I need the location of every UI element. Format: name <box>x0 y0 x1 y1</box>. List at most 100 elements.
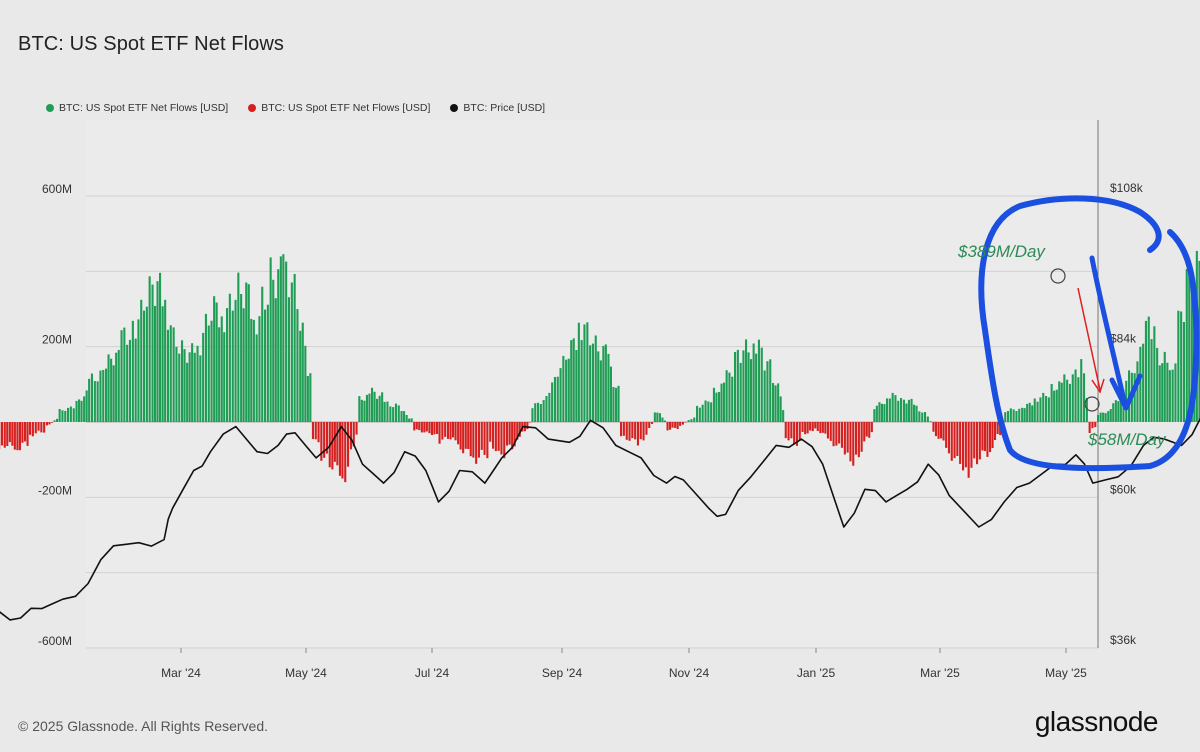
flow-bar <box>798 422 801 441</box>
flow-bar <box>821 422 824 433</box>
flow-bar <box>494 422 497 452</box>
flow-bar <box>159 272 162 422</box>
flow-bar <box>860 422 863 452</box>
flow-bar <box>373 391 376 422</box>
flow-bar <box>250 318 253 422</box>
flow-bar <box>511 422 514 450</box>
flow-bar <box>1099 412 1102 422</box>
flow-bar <box>1039 397 1042 422</box>
flow-bar <box>220 316 223 422</box>
flow-bar <box>64 410 67 422</box>
x-tick-label: Mar '25 <box>920 666 960 680</box>
flow-bar <box>145 306 148 422</box>
flow-bar <box>489 422 492 442</box>
flow-bar <box>347 422 350 467</box>
flow-bar <box>418 422 421 431</box>
flow-bar <box>218 327 221 422</box>
flow-bar <box>199 355 202 422</box>
flow-bar <box>88 378 91 422</box>
flow-bar <box>615 387 618 422</box>
flow-bar <box>819 422 822 434</box>
flow-bar <box>747 352 750 422</box>
flow-bar <box>360 399 363 422</box>
flow-bar <box>1117 401 1120 422</box>
flow-bar <box>48 422 51 425</box>
flow-bar <box>684 422 687 423</box>
y-right-tick-label: $36k <box>1110 633 1137 647</box>
flow-bar <box>769 359 772 422</box>
flow-bar <box>577 322 580 422</box>
flow-bar <box>137 319 140 422</box>
flow-bar <box>782 410 785 422</box>
flow-bar <box>1063 374 1066 422</box>
axes: 600M 200M -200M -600M $108k $84k $60k $36k Mar '… <box>38 181 1144 680</box>
flow-bar <box>1180 311 1183 422</box>
flow-bar <box>888 398 891 422</box>
flow-bar <box>648 422 651 428</box>
flow-bar <box>656 412 659 422</box>
flow-bar <box>264 309 267 422</box>
flow-bar <box>341 422 344 479</box>
flow-bar <box>245 282 248 422</box>
flow-bar <box>518 422 521 437</box>
flow-bar <box>849 422 852 462</box>
flow-bar <box>921 412 924 422</box>
flow-bar <box>392 407 395 422</box>
flow-bar <box>663 420 666 422</box>
legend-item-price[interactable]: BTC: Price [USD] <box>450 102 545 114</box>
flow-bar <box>358 396 361 422</box>
flow-bar <box>548 392 551 422</box>
flow-bar <box>1177 310 1180 422</box>
flow-bar <box>143 310 146 422</box>
flow-bar <box>75 400 78 422</box>
flow-bar <box>787 422 790 441</box>
legend-label: BTC: US Spot ETF Net Flows [USD] <box>261 102 431 114</box>
flow-bar <box>1023 408 1026 422</box>
flow-bar <box>843 422 846 455</box>
flow-bar <box>53 420 56 422</box>
flow-bar <box>625 422 628 440</box>
flow-bar <box>875 405 878 422</box>
flow-bar <box>72 408 75 422</box>
legend-item-outflows[interactable]: BTC: US Spot ETF Net Flows [USD] <box>248 102 430 114</box>
flow-bar <box>21 422 24 443</box>
flow-bar <box>1109 409 1112 422</box>
flow-bar <box>500 422 503 455</box>
legend-item-inflows[interactable]: BTC: US Spot ETF Net Flows [USD] <box>46 102 228 114</box>
flow-bar <box>1058 381 1061 422</box>
flow-bar <box>96 381 99 422</box>
flow-bar <box>1074 369 1077 422</box>
flow-bar <box>102 370 105 422</box>
flow-bar <box>1144 320 1147 422</box>
x-tick-label: Jan '25 <box>797 666 836 680</box>
flow-bar <box>83 396 86 422</box>
flow-bar <box>967 422 970 478</box>
flow-bar <box>1097 415 1100 422</box>
flow-bar <box>994 422 997 440</box>
flow-bar <box>750 359 753 422</box>
flow-bar <box>425 422 428 432</box>
flow-bar <box>846 422 849 453</box>
flow-bar <box>1147 316 1150 422</box>
flow-bar <box>937 422 940 439</box>
flow-bar <box>202 332 205 422</box>
flow-bar <box>1045 396 1048 422</box>
flow-bar <box>508 422 511 445</box>
flow-bar <box>444 422 447 437</box>
flow-bar <box>1026 403 1029 422</box>
flow-bar <box>31 422 34 437</box>
flow-bar <box>90 373 93 422</box>
flow-bar <box>809 422 812 431</box>
flow-bar <box>383 401 386 422</box>
flow-bar <box>34 422 37 434</box>
flow-bar <box>766 361 769 422</box>
flow-bar <box>338 422 341 476</box>
flow-bar <box>309 373 312 422</box>
flow-bar <box>43 422 46 433</box>
flow-bar <box>589 345 592 422</box>
flow-bar <box>477 422 480 458</box>
flow-bar <box>559 368 562 422</box>
flow-bar <box>950 422 953 461</box>
flow-bar <box>617 385 620 422</box>
flow-bar <box>1188 258 1191 422</box>
